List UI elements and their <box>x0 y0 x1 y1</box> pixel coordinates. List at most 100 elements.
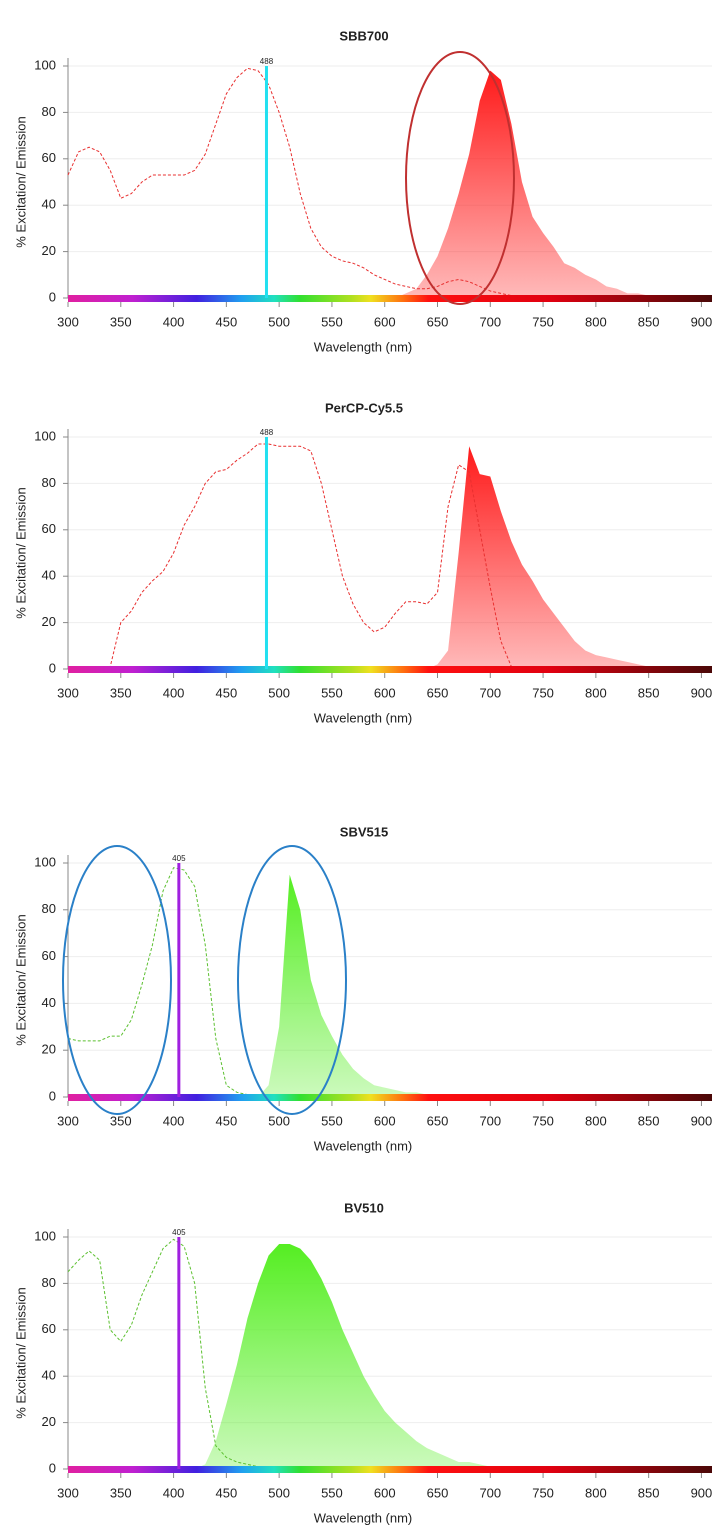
y-tick-label: 40 <box>42 197 56 212</box>
x-tick-label: 850 <box>638 685 660 700</box>
x-tick-label: 700 <box>479 314 501 329</box>
spectrum-bar <box>68 1094 712 1101</box>
x-tick-label: 900 <box>691 1485 713 1500</box>
x-tick-label: 800 <box>585 685 607 700</box>
x-tick-label: 650 <box>427 1485 449 1500</box>
x-tick-label: 300 <box>57 1113 79 1128</box>
chart: BV510 Wavelength (nm) % Excitation/ Emissi… <box>13 1200 712 1525</box>
x-tick-label: 800 <box>585 1485 607 1500</box>
chart: SBV515 Wavelength (nm) % Excitation/ Emiss… <box>13 824 712 1153</box>
y-tick-label: 60 <box>42 948 56 963</box>
x-tick-label: 700 <box>479 685 501 700</box>
laser-label: 488 <box>260 428 274 437</box>
x-tick-label: 300 <box>57 314 79 329</box>
spectrum-bar <box>68 295 712 302</box>
x-tick-label: 450 <box>216 1113 238 1128</box>
x-tick-label: 550 <box>321 685 343 700</box>
chart-title: PerCP-Cy5.5 <box>325 400 403 415</box>
y-tick-label: 0 <box>49 289 56 304</box>
x-tick-label: 450 <box>216 314 238 329</box>
y-tick-label: 80 <box>42 104 56 119</box>
y-tick-label: 80 <box>42 1275 56 1290</box>
laser-label: 488 <box>260 57 274 66</box>
y-tick-label: 60 <box>42 521 56 536</box>
x-axis-title: Wavelength (nm) <box>314 1510 413 1525</box>
y-tick-label: 40 <box>42 995 56 1010</box>
spectrum-bar <box>68 1466 712 1473</box>
annotation-ellipse <box>237 845 347 1115</box>
y-tick-label: 0 <box>49 660 56 675</box>
x-tick-label: 650 <box>427 314 449 329</box>
x-tick-label: 600 <box>374 685 396 700</box>
x-tick-label: 550 <box>321 1113 343 1128</box>
x-tick-label: 750 <box>532 685 554 700</box>
x-tick-label: 700 <box>479 1113 501 1128</box>
y-tick-label: 40 <box>42 568 56 583</box>
x-tick-label: 750 <box>532 1485 554 1500</box>
spectrum-bar <box>68 666 712 673</box>
x-tick-label: 300 <box>57 1485 79 1500</box>
y-tick-label: 20 <box>42 614 56 629</box>
x-tick-label: 700 <box>479 1485 501 1500</box>
x-tick-label: 400 <box>163 1485 185 1500</box>
x-tick-label: 350 <box>110 1485 132 1500</box>
y-tick-label: 80 <box>42 901 56 916</box>
x-tick-label: 900 <box>691 685 713 700</box>
y-tick-label: 40 <box>42 1368 56 1383</box>
x-tick-label: 400 <box>163 314 185 329</box>
x-tick-label: 600 <box>374 1113 396 1128</box>
y-tick-label: 100 <box>34 1228 56 1243</box>
y-tick-label: 0 <box>49 1088 56 1103</box>
x-tick-label: 350 <box>110 1113 132 1128</box>
x-tick-label: 350 <box>110 314 132 329</box>
x-tick-label: 650 <box>427 685 449 700</box>
chart-title: BV510 <box>344 1200 384 1215</box>
y-tick-label: 60 <box>42 1321 56 1336</box>
x-axis-title: Wavelength (nm) <box>314 339 413 354</box>
chart: SBB700 Wavelength (nm) % Excitation/ Emiss… <box>13 28 712 354</box>
x-axis-title: Wavelength (nm) <box>314 1138 413 1153</box>
annotation-ellipse <box>405 51 515 305</box>
y-tick-label: 100 <box>34 854 56 869</box>
excitation-line <box>67 67 702 297</box>
x-tick-label: 800 <box>585 1113 607 1128</box>
x-tick-label: 600 <box>374 1485 396 1500</box>
emission-area <box>68 70 702 298</box>
x-tick-label: 400 <box>163 1113 185 1128</box>
x-tick-label: 600 <box>374 314 396 329</box>
x-tick-label: 850 <box>638 1485 660 1500</box>
y-tick-label: 60 <box>42 150 56 165</box>
x-tick-label: 550 <box>321 1485 343 1500</box>
x-tick-label: 900 <box>691 314 713 329</box>
x-tick-label: 550 <box>321 314 343 329</box>
x-tick-label: 850 <box>638 314 660 329</box>
x-tick-label: 300 <box>57 685 79 700</box>
laser-label: 405 <box>172 1228 186 1237</box>
y-tick-label: 20 <box>42 1042 56 1057</box>
x-tick-label: 500 <box>268 1113 290 1128</box>
y-tick-label: 80 <box>42 475 56 490</box>
x-axis-title: Wavelength (nm) <box>314 710 413 725</box>
x-tick-label: 350 <box>110 685 132 700</box>
x-tick-label: 750 <box>532 1113 554 1128</box>
x-tick-label: 650 <box>427 1113 449 1128</box>
x-tick-label: 750 <box>532 314 554 329</box>
x-tick-label: 850 <box>638 1113 660 1128</box>
y-axis-title: % Excitation/ Emission <box>13 487 28 619</box>
x-tick-label: 450 <box>216 1485 238 1500</box>
y-axis-title: % Excitation/ Emission <box>13 116 28 248</box>
x-tick-label: 500 <box>268 1485 290 1500</box>
y-tick-label: 20 <box>42 1414 56 1429</box>
x-tick-label: 400 <box>163 685 185 700</box>
x-tick-label: 900 <box>691 1113 713 1128</box>
emission-area <box>68 1243 702 1469</box>
laser-label: 405 <box>172 854 186 863</box>
x-tick-label: 450 <box>216 685 238 700</box>
y-tick-label: 0 <box>49 1460 56 1475</box>
excitation-line <box>67 867 702 1096</box>
y-tick-label: 20 <box>42 243 56 258</box>
annotation-ellipse <box>62 845 172 1115</box>
chart-title: SBV515 <box>340 824 388 839</box>
